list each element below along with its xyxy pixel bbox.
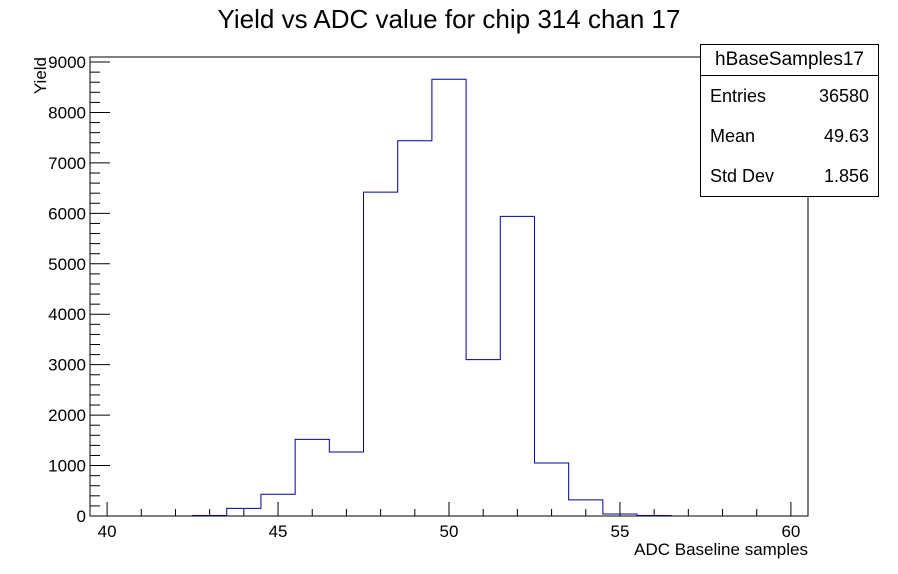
histogram-bin — [329, 452, 363, 516]
stats-value: 36580 — [818, 86, 869, 106]
stats-row-mean: Mean 49.63 — [701, 116, 878, 156]
y-axis-label: Yield — [31, 57, 50, 94]
y-tick-label: 8000 — [48, 103, 86, 122]
y-tick-label: 6000 — [48, 204, 86, 223]
histogram-bin — [432, 79, 466, 516]
y-tick-label: 1000 — [48, 457, 86, 476]
y-tick-label: 4000 — [48, 305, 86, 324]
x-axis-label: ADC Baseline samples — [634, 540, 808, 559]
histogram-bins — [193, 79, 672, 516]
y-tick-label: 3000 — [48, 356, 86, 375]
stats-label: Mean — [710, 126, 756, 146]
stats-value: 1.856 — [823, 166, 869, 186]
stats-label: Entries — [710, 86, 767, 106]
y-tick-label: 9000 — [48, 53, 86, 72]
stats-histogram-name: hBaseSamples17 — [701, 45, 878, 76]
x-axis-tick-labels: 40 45 50 55 60 — [98, 522, 801, 541]
y-tick-label: 5000 — [48, 255, 86, 274]
y-tick-label: 0 — [77, 507, 86, 526]
histogram-bin — [364, 192, 398, 516]
stats-box: hBaseSamples17 Entries 36580 Mean 49.63 … — [700, 44, 879, 197]
histogram-bin — [295, 439, 329, 516]
x-axis-ticks — [106, 502, 792, 516]
histogram-bin — [534, 463, 568, 516]
x-tick-label: 60 — [781, 522, 800, 541]
x-tick-label: 40 — [98, 522, 117, 541]
stats-value: 49.63 — [823, 126, 869, 146]
x-tick-label: 45 — [269, 522, 288, 541]
y-axis-tick-labels: 0 1000 2000 3000 4000 5000 6000 7000 8000 9000 — [48, 53, 86, 526]
histogram-outline — [192, 78, 672, 516]
x-tick-label: 50 — [440, 522, 459, 541]
y-tick-label: 7000 — [48, 154, 86, 173]
stats-row-std-dev: Std Dev 1.856 — [701, 156, 878, 196]
y-tick-label: 2000 — [48, 406, 86, 425]
chart-title: Yield vs ADC value for chip 314 chan 17 — [218, 4, 681, 34]
histogram-bin — [398, 141, 432, 516]
stats-row-entries: Entries 36580 — [701, 76, 878, 116]
y-axis-ticks — [90, 61, 110, 517]
stats-label: Std Dev — [710, 166, 775, 186]
x-tick-label: 55 — [610, 522, 629, 541]
histogram-bin — [500, 216, 534, 516]
histogram-bin — [466, 360, 500, 516]
